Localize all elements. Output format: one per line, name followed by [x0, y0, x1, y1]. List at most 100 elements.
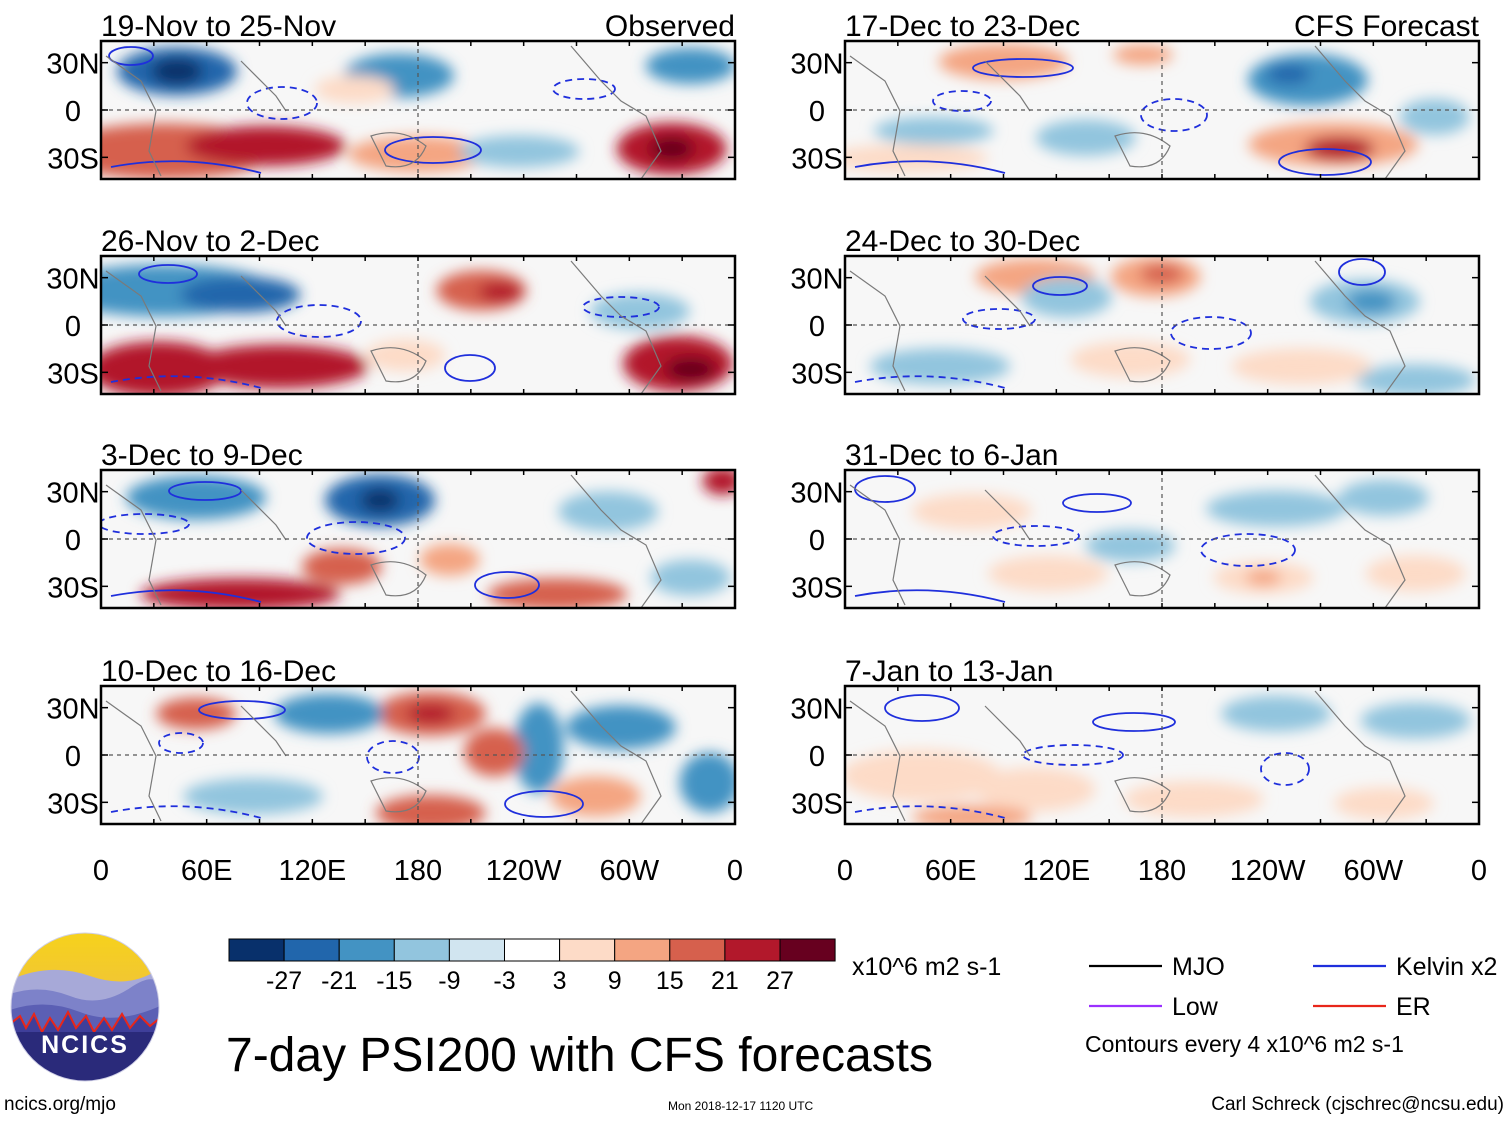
longitude-tick-label: 0 — [727, 855, 743, 887]
longitude-tick-label: 0 — [93, 855, 109, 887]
legend: MJO Kelvin x2 Low ER Contours every 4 x10^6 … — [1085, 953, 1497, 1057]
kelvin-contours — [854, 258, 1386, 389]
anomaly-blob — [183, 778, 324, 815]
kelvin-contour — [1200, 533, 1296, 567]
anomaly-blob — [359, 488, 400, 513]
kelvin-contour — [972, 58, 1074, 78]
coastlines — [105, 474, 662, 608]
colorbar-swatch — [559, 938, 616, 962]
panel-period-label: 19-Nov to 25-Nov — [101, 10, 336, 43]
kelvin-contour — [306, 521, 406, 555]
anomaly-blob — [180, 276, 301, 313]
colorbar-tick-label: 15 — [656, 967, 684, 995]
kelvin-contour — [884, 694, 960, 722]
coastlines — [105, 45, 662, 179]
anomaly-blob — [1304, 136, 1375, 161]
latitude-tick-label: 30N — [46, 264, 99, 296]
anomaly-shading — [101, 47, 735, 179]
anomaly-blob — [478, 281, 523, 302]
longitude-tick-label: 60W — [600, 855, 660, 887]
kelvin-contour — [1140, 98, 1208, 132]
kelvin-contour — [552, 78, 616, 100]
kelvin-contour — [246, 86, 318, 120]
colorbar-swatch — [228, 938, 285, 962]
kelvin-contour — [992, 525, 1080, 547]
longitude-tick-label: 120W — [1230, 855, 1306, 887]
panel-period-label: 26-Nov to 2-Dec — [101, 225, 319, 258]
colorbar-tick-label: -21 — [321, 967, 357, 995]
colorbar-tick-label: 27 — [766, 967, 794, 995]
colorbar-tick-label: 9 — [608, 967, 622, 995]
longitude-tick-label: 120E — [278, 855, 346, 887]
anomaly-blob — [870, 348, 1011, 385]
anomaly-blob — [911, 805, 1032, 824]
latitude-tick-label: 30N — [46, 478, 99, 510]
anomaly-blob — [314, 75, 395, 104]
anomaly-blob — [565, 705, 676, 750]
anomaly-blob — [1338, 479, 1429, 516]
timestamp: Mon 2018-12-17 1120 UTC — [668, 1099, 814, 1113]
colorbar-swatch — [669, 938, 726, 962]
logo-text: NCICS — [41, 1031, 129, 1059]
kelvin-contour — [1278, 148, 1372, 176]
latitude-tick-label: 30N — [790, 478, 843, 510]
website-link[interactable]: ncics.org/mjo — [4, 1094, 116, 1115]
latitude-tick-label: 30N — [790, 49, 843, 81]
panel-period-label: 31-Dec to 6-Jan — [845, 439, 1058, 472]
anomaly-blob — [156, 697, 237, 730]
anomaly-blob — [1266, 64, 1311, 85]
latitude-tick-label: 30N — [790, 264, 843, 296]
latitude-tick-label: 30S — [47, 788, 99, 820]
anomaly-blob — [558, 491, 659, 532]
anomaly-blob — [1206, 490, 1347, 527]
anomaly-blob — [464, 728, 525, 777]
kelvin-contour — [1260, 752, 1310, 786]
colorbar-swatch — [724, 938, 781, 962]
latitude-tick-label: 30S — [791, 143, 843, 175]
anomaly-blob — [459, 135, 580, 168]
anomaly-blob — [1333, 787, 1434, 820]
anomaly-blob — [987, 555, 1108, 592]
colorbar-tick-label: -3 — [493, 967, 515, 995]
legend-label: MJO — [1172, 953, 1225, 981]
anomaly-blob — [274, 693, 385, 734]
anomaly-blob — [188, 344, 369, 389]
kelvin-contour — [1170, 316, 1252, 350]
kelvin-contours — [101, 481, 540, 603]
anomaly-blob — [419, 543, 480, 576]
ncics-logo: NCICS — [10, 932, 160, 1082]
longitude-tick-label: 0 — [1471, 855, 1487, 887]
kelvin-contours — [854, 475, 1296, 603]
anomaly-blob — [1245, 569, 1282, 586]
kelvin-contour — [198, 700, 286, 720]
map-panel: 19-Nov to 25-Nov Observed 30N 0 30S — [46, 10, 737, 181]
longitude-tick-label: 60E — [181, 855, 233, 887]
latitude-tick-label: 0 — [809, 525, 825, 557]
kelvin-contour — [474, 571, 540, 599]
panel-period-label: 7-Jan to 13-Jan — [845, 655, 1053, 688]
anomaly-blob — [126, 475, 267, 520]
anomaly-blob — [1231, 348, 1372, 385]
latitude-tick-label: 0 — [65, 311, 81, 343]
anomaly-blob — [513, 703, 564, 794]
anomaly-shading — [845, 695, 1471, 824]
legend-label: ER — [1396, 993, 1431, 1021]
anomaly-shading — [126, 470, 735, 608]
kelvin-contour — [101, 513, 190, 535]
kelvin-contour — [932, 90, 992, 112]
anomaly-blob — [1221, 695, 1332, 732]
anomaly-blob — [550, 776, 641, 817]
colorbar-swatch — [393, 938, 450, 962]
kelvin-contour — [276, 304, 362, 338]
page-title: 7-day PSI200 with CFS forecasts — [226, 1029, 933, 1082]
panel-period-label: 3-Dec to 9-Dec — [101, 439, 303, 472]
kelvin-contour — [1062, 493, 1132, 513]
kelvin-contour — [1092, 712, 1176, 732]
kelvin-contour — [366, 740, 420, 774]
legend-label: Low — [1172, 993, 1219, 1021]
anomaly-blob — [873, 116, 994, 145]
colorbar-tick-label: 3 — [553, 967, 567, 995]
kelvin-contours — [108, 46, 616, 174]
